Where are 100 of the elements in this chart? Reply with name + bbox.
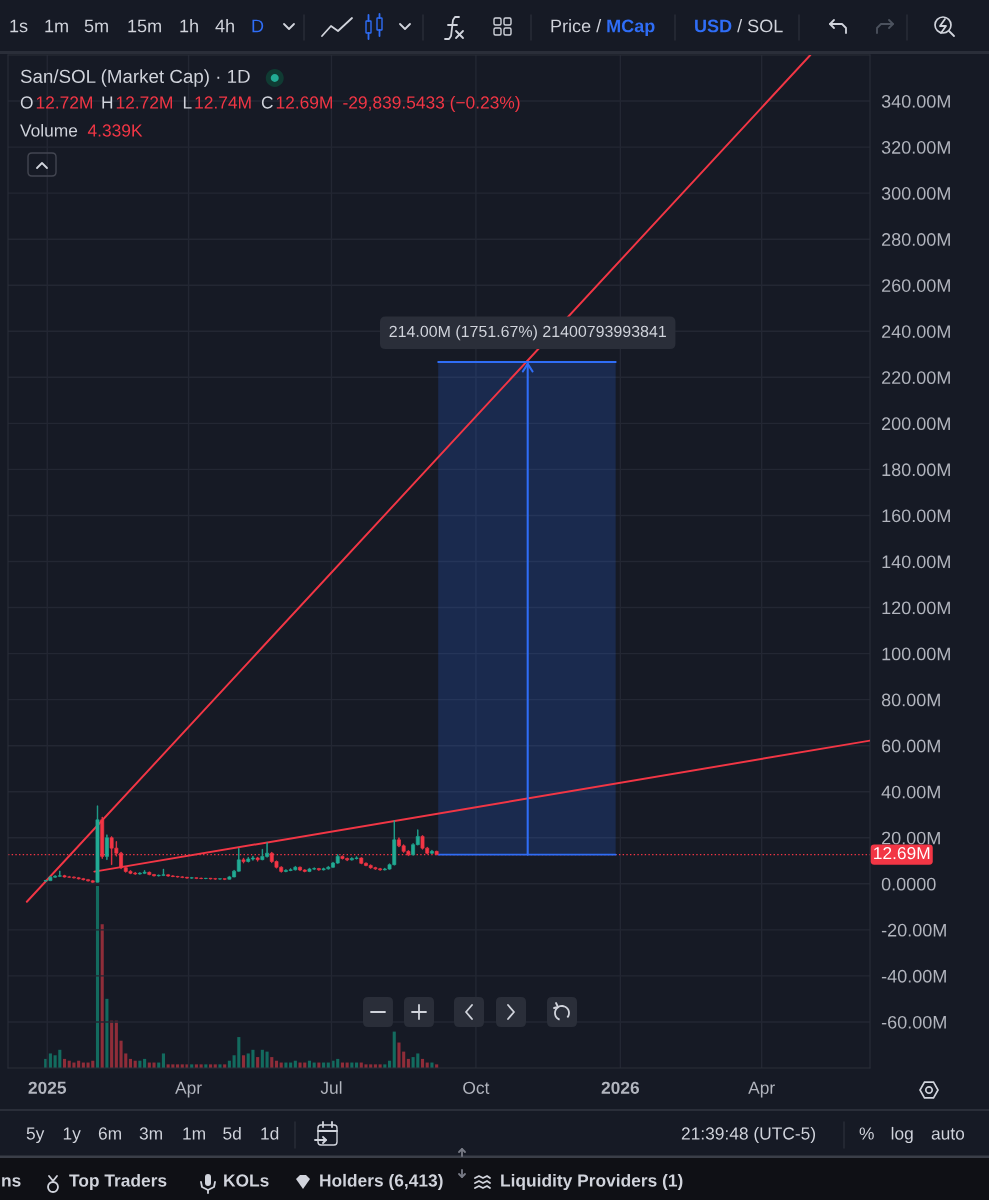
x-tick-label: Apr (748, 1081, 775, 1098)
text: 21:39:48 (UTC-5) (681, 1126, 816, 1144)
text: 6m (98, 1127, 121, 1140)
annotation: O (20, 96, 33, 109)
bar (161, 1053, 165, 1068)
bar (241, 1055, 246, 1068)
y-tick-label: 180.00M (882, 463, 950, 477)
text: 1m (183, 1127, 205, 1140)
text: D (252, 19, 264, 33)
candlestick (147, 871, 152, 876)
candlestick (105, 834, 109, 860)
y-tick-label: 80.00M (881, 693, 940, 707)
bar (392, 1031, 396, 1068)
ref-line-label: 12.69M (874, 846, 930, 860)
y-tick-label: -20.00M (881, 923, 946, 937)
candlestick (203, 877, 208, 880)
bar (48, 1053, 52, 1068)
y-tick-label: 260.00M (882, 279, 950, 292)
text: KOLs (224, 1174, 269, 1187)
annotation: -29,839.5433 (−0.23%) (343, 95, 520, 113)
annotation: 12.72M (116, 96, 172, 109)
x-tick-label: Jul (320, 1081, 342, 1094)
candlestick (95, 805, 100, 883)
bar (110, 1020, 114, 1068)
annotation: 4.339K (87, 124, 143, 137)
text: 1d (261, 1126, 279, 1140)
bar (246, 1053, 250, 1068)
y-tick-label: 300.00M (881, 187, 950, 200)
x-tick-label: Oct (463, 1081, 490, 1094)
annotation: H (102, 96, 113, 109)
text: % (859, 1127, 874, 1140)
candlestick (57, 870, 62, 878)
bar (298, 1062, 302, 1068)
text: 15m (128, 19, 161, 33)
text: 5y (26, 1127, 45, 1144)
y-tick-label: 240.00M (882, 325, 950, 338)
candlestick (208, 877, 213, 880)
bar (95, 886, 100, 1068)
y-tick-label: 120.00M (882, 601, 950, 615)
annotation: C (261, 96, 273, 109)
y-tick-label: 340.00M (881, 94, 950, 108)
bar (364, 1064, 368, 1068)
bar (218, 1064, 222, 1068)
candlestick (246, 856, 251, 863)
y-tick-label: 20.00M (882, 831, 940, 845)
text: Liquidity Providers (1) (501, 1173, 683, 1191)
candlestick (194, 877, 199, 880)
x-tick-label: 2025 (28, 1081, 67, 1094)
y-tick-label: 200.00M (882, 417, 950, 431)
text: 1s (10, 19, 28, 33)
candlestick (316, 867, 321, 871)
text: 3m (139, 1127, 162, 1140)
candlestick (175, 875, 180, 878)
bar (105, 998, 109, 1068)
bar (152, 1062, 156, 1068)
x-tick-label: 2026 (601, 1081, 640, 1094)
y-tick-label: -60.00M (881, 1015, 946, 1029)
y-tick-label: 40.00M (881, 785, 940, 799)
text: MCap (607, 19, 655, 36)
text: San/SOL (Market Cap) · 1D (20, 69, 250, 87)
text: log (891, 1126, 913, 1144)
candlestick (222, 878, 227, 881)
candlestick (161, 868, 166, 877)
text: 5d (223, 1126, 241, 1140)
annotation: L (183, 96, 192, 109)
candlestick (90, 880, 95, 884)
candlestick (359, 857, 364, 865)
candlestick (302, 869, 307, 873)
candlestick (62, 874, 67, 878)
text: 5m (84, 19, 108, 33)
text: Price / (551, 19, 602, 33)
text: USD (695, 19, 732, 33)
candlestick (166, 874, 171, 877)
candlestick (354, 856, 359, 860)
candlestick (128, 870, 133, 875)
y-tick-label: 280.00M (882, 233, 950, 246)
candlestick (430, 849, 434, 855)
x-tick-label: Apr (175, 1081, 202, 1098)
bar (397, 1042, 401, 1068)
text: Holders (6,413) (320, 1173, 443, 1191)
y-tick-label: 160.00M (882, 509, 950, 523)
text: 1h (180, 19, 198, 33)
text: 1y (63, 1127, 81, 1144)
y-tick-label: 0.0000 (881, 877, 936, 891)
y-tick-label: 220.00M (882, 371, 950, 385)
y-tick-label: -40.00M (881, 969, 946, 983)
text: Top Traders (69, 1173, 167, 1191)
y-tick-label: 320.00M (881, 141, 950, 154)
y-tick-label: 100.00M (882, 647, 950, 661)
y-tick-label: 140.00M (882, 555, 950, 569)
text: 4h (215, 19, 234, 33)
candlestick (434, 850, 439, 856)
annotation: 12.72M (36, 96, 92, 109)
annotation: 12.74M (195, 96, 251, 109)
candlestick (241, 857, 246, 864)
text: ns (2, 1177, 21, 1187)
annotation: Volume (20, 123, 78, 137)
y-tick-label: 60.00M (882, 739, 940, 753)
bar (100, 924, 104, 1068)
bar (416, 1053, 420, 1068)
